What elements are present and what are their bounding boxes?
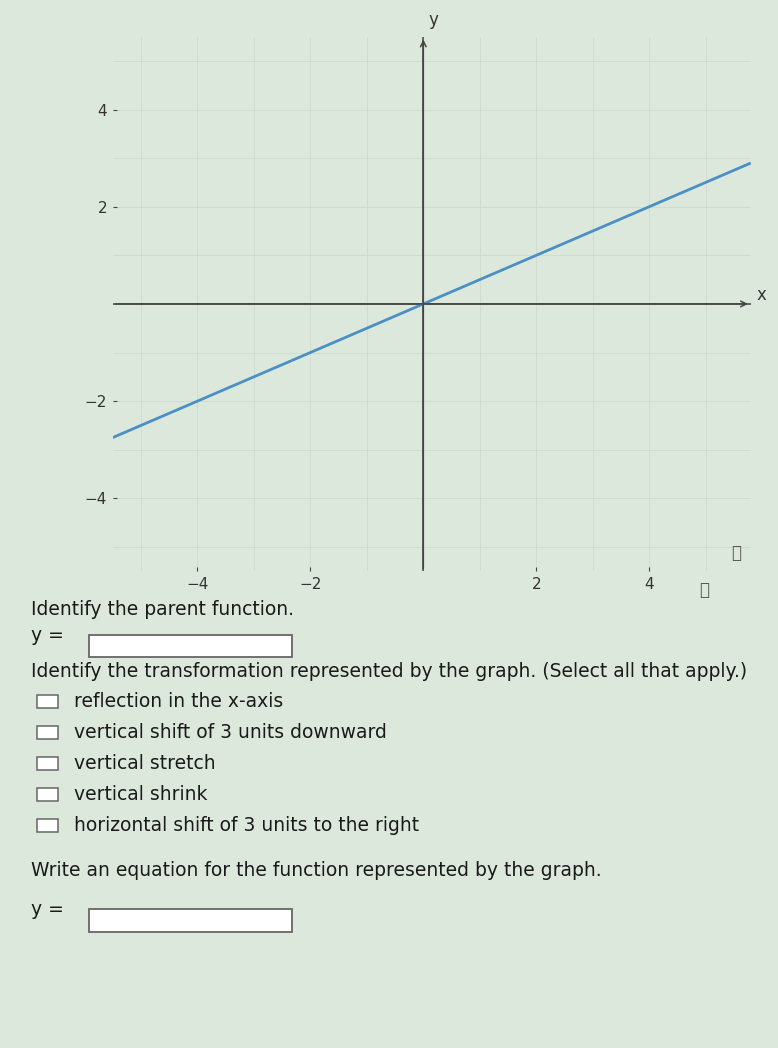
Text: Identify the transformation represented by the graph. (Select all that apply.): Identify the transformation represented … <box>31 661 747 681</box>
FancyBboxPatch shape <box>37 788 58 801</box>
FancyBboxPatch shape <box>89 635 292 657</box>
Text: y =: y = <box>31 900 64 919</box>
Text: vertical shift of 3 units downward: vertical shift of 3 units downward <box>74 723 387 742</box>
Text: reflection in the x-axis: reflection in the x-axis <box>74 692 283 711</box>
FancyBboxPatch shape <box>37 726 58 739</box>
Text: ⓘ: ⓘ <box>731 544 741 562</box>
FancyBboxPatch shape <box>89 910 292 932</box>
Text: y =: y = <box>31 626 64 645</box>
Text: x: x <box>756 286 766 304</box>
Text: Write an equation for the function represented by the graph.: Write an equation for the function repre… <box>31 861 601 880</box>
Text: horizontal shift of 3 units to the right: horizontal shift of 3 units to the right <box>74 815 419 835</box>
Text: vertical stretch: vertical stretch <box>74 754 216 772</box>
Text: vertical shrink: vertical shrink <box>74 785 208 804</box>
FancyBboxPatch shape <box>37 757 58 769</box>
FancyBboxPatch shape <box>37 695 58 707</box>
Text: y: y <box>429 12 439 29</box>
Text: Identify the parent function.: Identify the parent function. <box>31 599 294 618</box>
FancyBboxPatch shape <box>37 820 58 831</box>
Text: ⓘ: ⓘ <box>699 582 709 599</box>
